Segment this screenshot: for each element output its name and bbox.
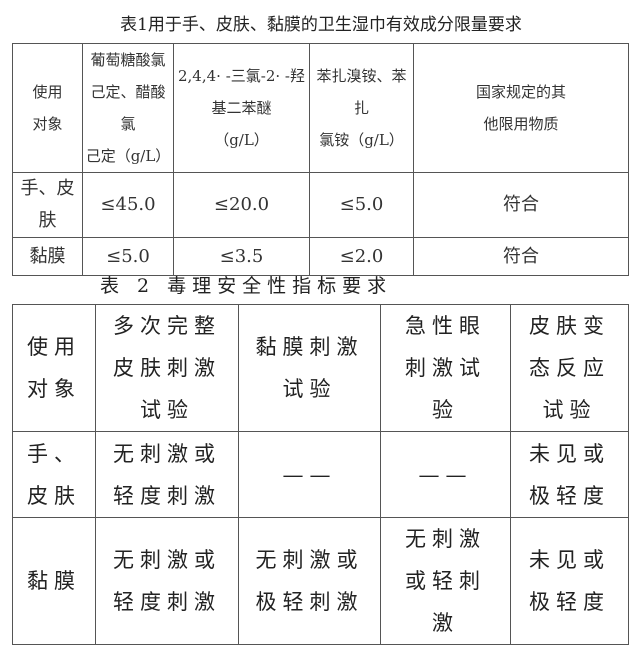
header-cell: 黏膜刺激 试验 [238, 304, 381, 432]
cell: 手、 皮肤 [12, 431, 96, 518]
cell: —— [238, 431, 381, 518]
table1-title: 表1用于手、皮肤、黏膜的卫生湿巾有效成分限量要求 [120, 15, 522, 35]
table-row: 手、皮肤 ≤45.0 ≤20.0 ≤5.0 符合 [12, 172, 629, 238]
table-row: 黏膜 无刺激或 轻度刺激 无刺激或 极轻刺激 无刺激 或轻刺 激 未见或 极轻度 [12, 517, 629, 645]
cell: 未见或 极轻度 [510, 431, 629, 518]
header-cell: 2,4,4· -三氯-2· -羟 基二苯醚 （g/L） [173, 43, 310, 173]
cell: ≤45.0 [82, 172, 174, 238]
table-row: 黏膜 ≤5.0 ≤3.5 ≤2.0 符合 [12, 237, 629, 276]
table2-title: 表 2 毒理安全性指标要求 [100, 275, 393, 297]
cell: ≤3.5 [173, 237, 310, 276]
cell: ≤20.0 [173, 172, 310, 238]
header-cell: 葡萄糖酸氯 己定、醋酸氯 己定（g/L） [82, 43, 174, 173]
header-cell: 多次完整 皮肤刺激 试验 [95, 304, 239, 432]
cell: 无刺激或 极轻刺激 [238, 517, 381, 645]
cell: 手、皮肤 [12, 172, 83, 238]
cell: 黏膜 [12, 237, 83, 276]
cell: 未见或 极轻度 [510, 517, 629, 645]
table2: 使用 对象 多次完整 皮肤刺激 试验 黏膜刺激 试验 急性眼 刺激试 验 皮肤变… [12, 304, 629, 645]
table-row: 手、 皮肤 无刺激或 轻度刺激 —— —— 未见或 极轻度 [12, 431, 629, 518]
cell: 无刺激或 轻度刺激 [95, 517, 239, 645]
table2-header-row: 使用 对象 多次完整 皮肤刺激 试验 黏膜刺激 试验 急性眼 刺激试 验 皮肤变… [12, 304, 629, 432]
header-cell: 使用 对象 [12, 43, 83, 173]
header-cell: 急性眼 刺激试 验 [380, 304, 511, 432]
cell: 符合 [413, 237, 629, 276]
cell: ≤5.0 [82, 237, 174, 276]
cell: 黏膜 [12, 517, 96, 645]
header-cell: 苯扎溴铵、苯扎 氯铵（g/L） [309, 43, 414, 173]
header-cell: 使用 对象 [12, 304, 96, 432]
cell: 无刺激 或轻刺 激 [380, 517, 511, 645]
cell: ≤5.0 [309, 172, 414, 238]
cell: 符合 [413, 172, 629, 238]
cell: ≤2.0 [309, 237, 414, 276]
cell: 无刺激或 轻度刺激 [95, 431, 239, 518]
header-cell: 皮肤变 态反应 试验 [510, 304, 629, 432]
table1-header-row: 使用 对象 葡萄糖酸氯 己定、醋酸氯 己定（g/L） 2,4,4· -三氯-2·… [12, 43, 629, 173]
cell: —— [380, 431, 511, 518]
header-cell: 国家规定的其 他限用物质 [413, 43, 629, 173]
table1: 使用 对象 葡萄糖酸氯 己定、醋酸氯 己定（g/L） 2,4,4· -三氯-2·… [12, 43, 629, 276]
